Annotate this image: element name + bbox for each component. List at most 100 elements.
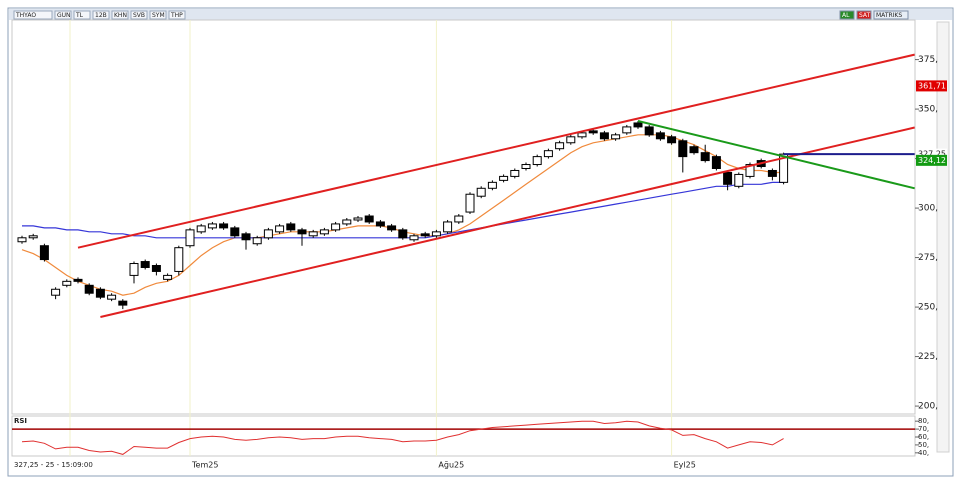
candle-body <box>129 263 139 276</box>
candle-body <box>140 261 150 268</box>
x-tick-label: Tem25 <box>191 461 218 470</box>
toolbar-button[interactable] <box>130 10 148 20</box>
toolbar-button[interactable] <box>839 10 855 20</box>
toolbar-label[interactable]: THP <box>170 12 183 19</box>
toolbar-button[interactable] <box>54 10 72 20</box>
candle-body <box>611 134 621 140</box>
y-tick-label: 50, <box>918 441 929 449</box>
toolbar-label[interactable]: GUN <box>57 12 71 19</box>
candle-body <box>476 187 486 197</box>
candle-body <box>454 215 464 223</box>
candle-body <box>275 225 285 233</box>
candle-body <box>487 181 497 189</box>
toolbar-label[interactable]: TL <box>75 12 84 19</box>
candle-body <box>17 237 27 243</box>
candle-body <box>375 221 385 227</box>
candle-body <box>107 294 117 300</box>
candle-body <box>443 221 453 233</box>
candle-body <box>521 164 531 169</box>
toolbar-label[interactable]: KHN <box>114 12 127 19</box>
price-label-box <box>916 154 947 166</box>
candle-body <box>745 164 755 177</box>
candle-body <box>95 288 105 298</box>
candle-body <box>465 193 475 213</box>
candle-body <box>599 132 609 140</box>
y-tick-label: 80, <box>918 417 929 425</box>
candle-body <box>163 274 173 280</box>
toolbar-label[interactable]: SVB <box>133 12 145 19</box>
candle-body <box>723 171 733 185</box>
candle-body <box>196 225 206 233</box>
toolbar-label[interactable]: SAT <box>859 12 871 19</box>
toolbar-label[interactable]: THYAO <box>15 12 36 19</box>
candle-body <box>241 233 251 241</box>
toolbar-label[interactable]: SYM <box>152 12 165 19</box>
candle-body <box>207 223 217 229</box>
rsi-title: RSI <box>14 417 27 425</box>
candle-body <box>655 132 665 140</box>
candle-body <box>398 229 408 239</box>
toolbar-label[interactable]: AL <box>842 12 850 19</box>
trendline <box>637 120 915 190</box>
candle-body <box>543 150 553 158</box>
candle-body <box>319 229 329 235</box>
candle-body <box>342 219 352 225</box>
candle-body <box>420 233 430 237</box>
scrollbar[interactable] <box>936 21 950 453</box>
candle-body <box>185 229 195 247</box>
candle-body <box>263 229 273 239</box>
candle-body <box>62 280 72 286</box>
candle-body <box>174 247 184 272</box>
candle-body <box>499 175 509 181</box>
price-label: 324,12 <box>918 156 946 165</box>
candle-body <box>700 152 710 162</box>
candle-body <box>308 231 318 237</box>
candle-body <box>622 126 632 134</box>
y-tick-label: 70, <box>918 425 929 433</box>
x-tick-label: Eyl25 <box>674 461 696 470</box>
candle-body <box>678 140 688 158</box>
toolbar-label[interactable]: 12B <box>95 12 107 19</box>
price-label: 327,25 <box>918 150 946 159</box>
toolbar-button[interactable] <box>92 10 110 20</box>
trendline <box>77 53 915 249</box>
y-tick-label: 275, <box>918 253 938 263</box>
y-tick-label: 225, <box>918 352 938 362</box>
y-tick-label: 40, <box>918 449 929 457</box>
candle-body <box>118 300 128 306</box>
candle-body <box>689 146 699 154</box>
candle-body <box>364 215 374 223</box>
candle-body <box>252 237 262 245</box>
toolbar-button[interactable] <box>111 10 129 20</box>
toolbar <box>9 9 952 20</box>
candle-body <box>286 223 296 231</box>
toolbar-button[interactable] <box>73 10 91 20</box>
candle-body <box>73 278 83 282</box>
candle-body <box>510 169 520 177</box>
candle-body <box>353 217 363 221</box>
toolbar-button[interactable] <box>873 10 909 20</box>
toolbar-button[interactable] <box>168 10 186 20</box>
toolbar-label[interactable]: MATRIKS <box>876 12 902 19</box>
candle-body <box>644 126 654 136</box>
readout: 327,25 - 25 - 15:09:00 <box>14 461 93 469</box>
candle-body <box>767 169 777 177</box>
toolbar-button[interactable] <box>13 10 53 20</box>
candle-body <box>532 156 542 166</box>
candle-body <box>566 136 576 144</box>
toolbar-button[interactable] <box>856 10 872 20</box>
price-label-box <box>916 80 947 92</box>
candle-body <box>39 245 49 261</box>
candle-body <box>667 136 677 144</box>
toolbar-button[interactable] <box>149 10 167 20</box>
rsi-line <box>21 420 784 455</box>
candle-body <box>51 288 61 296</box>
candle-body <box>577 132 587 138</box>
trendline <box>100 126 915 318</box>
candle-body <box>711 156 721 169</box>
candle-body <box>219 223 229 229</box>
candle-body <box>588 130 598 134</box>
candle-body <box>230 227 240 237</box>
y-tick-label: 375, <box>918 55 938 65</box>
price-panel <box>11 19 916 415</box>
